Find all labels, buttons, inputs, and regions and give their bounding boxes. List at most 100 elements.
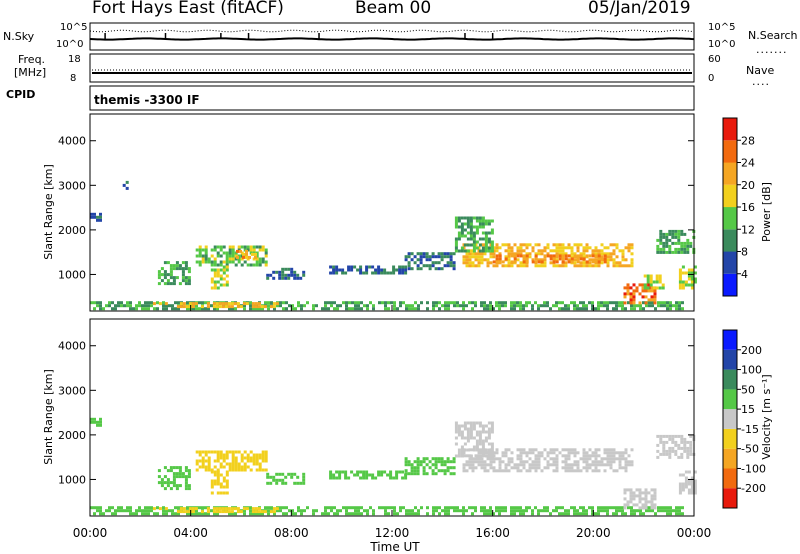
- heatmap-cell: [612, 252, 616, 256]
- heatmap-cell: [327, 506, 330, 510]
- heatmap-cell: [258, 512, 261, 516]
- heatmap-cell: [254, 507, 258, 511]
- heatmap-cell: [181, 267, 185, 271]
- heatmap-cell: [426, 512, 429, 516]
- heatmap-cell: [678, 506, 681, 510]
- heatmap-cell: [627, 264, 631, 268]
- heatmap-cell: [463, 249, 467, 253]
- heatmap-cell: [585, 457, 589, 461]
- heatmap-cell: [469, 237, 473, 241]
- heatmap-cell: [236, 249, 239, 253]
- heatmap-cell: [630, 512, 633, 516]
- heatmap-cell: [478, 243, 482, 247]
- heatmap-cell: [187, 484, 191, 488]
- heatmap-cell: [684, 271, 688, 275]
- power-colorbar-swatch: [723, 273, 737, 297]
- heatmap-cell: [693, 488, 697, 492]
- velocity-colorbar-frame: [722, 329, 738, 509]
- heatmap-cell: [663, 509, 666, 513]
- heatmap-cell: [665, 235, 669, 239]
- heatmap-cell: [249, 304, 252, 308]
- heatmap-cell: [474, 506, 477, 510]
- heatmap-cell: [498, 466, 502, 470]
- heatmap-cell: [564, 264, 568, 268]
- heatmap-cell: [272, 302, 276, 306]
- heatmap-cell: [678, 274, 682, 278]
- heatmap-cell: [227, 510, 231, 514]
- heatmap-cell: [353, 265, 357, 269]
- heatmap-cell: [324, 509, 327, 513]
- heatmap-cell: [460, 430, 464, 434]
- heatmap-cell: [531, 451, 535, 455]
- heatmap-cell: [213, 286, 217, 290]
- heatmap-cell: [552, 469, 556, 473]
- heatmap-cell: [187, 270, 191, 274]
- heatmap-cell: [582, 460, 586, 464]
- heatmap-cell: [422, 460, 426, 464]
- heatmap-cell: [99, 307, 102, 311]
- heatmap-cell: [454, 454, 458, 458]
- heatmap-cell: [690, 488, 694, 492]
- heatmap-cell: [490, 454, 494, 458]
- heatmap-cell: [555, 260, 559, 264]
- heatmap-cell: [264, 301, 267, 305]
- freq-left-tick-bottom: 8: [70, 73, 77, 84]
- heatmap-cell: [387, 301, 390, 305]
- y-tick-label: 3000: [58, 179, 86, 192]
- heatmap-cell: [662, 449, 666, 453]
- heatmap-cell: [555, 469, 559, 473]
- y-tick-label: 4000: [58, 340, 86, 353]
- heatmap-cell: [504, 466, 508, 470]
- heatmap-cell: [632, 301, 636, 305]
- heatmap-cell: [312, 509, 315, 513]
- heatmap-cell: [537, 252, 541, 256]
- heatmap-cell: [621, 264, 625, 268]
- noise-sky-trace: [89, 37, 695, 41]
- heatmap-cell: [432, 304, 435, 308]
- heatmap-cell: [606, 301, 609, 305]
- heatmap-cell: [240, 459, 244, 463]
- heatmap-cell: [671, 235, 675, 239]
- heatmap-cell: [681, 488, 685, 492]
- heatmap-cell: [163, 276, 167, 280]
- heatmap-cell: [567, 243, 571, 247]
- heatmap-cell: [656, 443, 660, 447]
- heatmap-cell: [537, 243, 541, 247]
- heatmap-cell: [440, 457, 444, 461]
- heatmap-cell: [564, 512, 567, 516]
- heatmap-cell: [272, 305, 276, 309]
- heatmap-cell: [457, 219, 461, 223]
- heatmap-cell: [417, 304, 420, 308]
- heatmap-cell: [157, 270, 161, 274]
- heatmap-cell: [567, 509, 570, 513]
- heatmap-cell: [534, 454, 538, 458]
- heatmap-cell: [270, 506, 273, 510]
- heatmap-cell: [471, 252, 475, 256]
- heatmap-cell: [489, 304, 492, 308]
- heatmap-cell: [246, 257, 250, 261]
- heatmap-cell: [225, 462, 229, 466]
- heatmap-cell: [507, 463, 511, 467]
- heatmap-cell: [141, 509, 144, 513]
- heatmap-cell: [377, 271, 381, 275]
- heatmap-cell: [621, 466, 625, 470]
- heatmap-cell: [297, 301, 300, 305]
- heatmap-cell: [384, 509, 387, 513]
- heatmap-cell: [219, 248, 223, 252]
- heatmap-cell: [657, 509, 660, 513]
- heatmap-cell: [627, 243, 631, 247]
- heatmap-cell: [359, 470, 363, 474]
- heatmap-cell: [402, 506, 405, 510]
- heatmap-cell: [471, 506, 474, 510]
- heatmap-cell: [162, 512, 165, 516]
- heatmap-cell: [407, 264, 411, 268]
- heatmap-cell: [281, 478, 285, 482]
- heatmap-cell: [356, 470, 360, 474]
- heatmap-cell: [306, 506, 309, 510]
- heatmap-cell: [603, 448, 607, 452]
- heatmap-cell: [626, 488, 630, 492]
- heatmap-cell: [469, 433, 473, 437]
- heatmap-cell: [555, 246, 559, 250]
- heatmap-cell: [432, 301, 435, 305]
